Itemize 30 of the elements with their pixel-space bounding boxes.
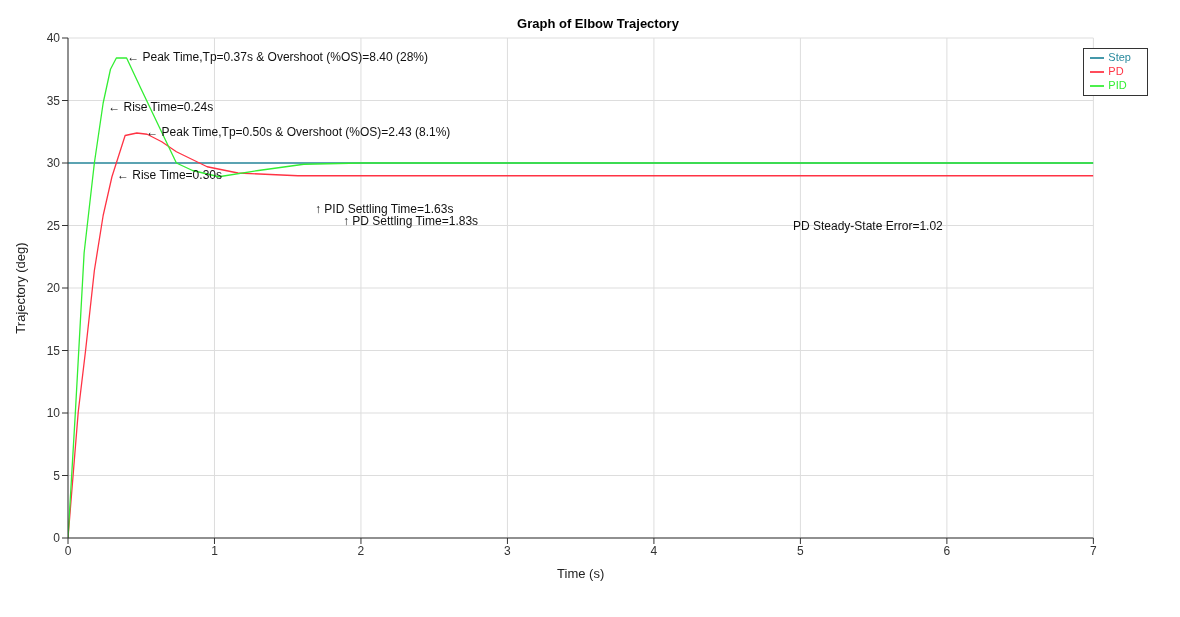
x-tick-label: 0 [64,543,72,558]
y-tick-label: 35 [46,93,61,108]
legend-label: PD [1108,65,1124,78]
annotation: ↑ PD Settling Time=1.83s [343,214,479,228]
annotation: ← Rise Time=0.30s [116,167,222,182]
y-tick-label: 5 [53,468,61,483]
y-tick-label: 0 [53,531,61,546]
x-axis-title: Time (s) [557,566,605,581]
legend-label: PID [1108,79,1127,92]
annotation: ← Rise Time=0.24s [108,100,214,115]
annotation: PD Steady-State Error=1.02 [793,219,944,233]
x-tick-label: 4 [650,543,658,558]
y-tick-label: 30 [46,156,61,171]
x-tick-label: 3 [504,543,512,558]
chart-title: Graph of Elbow Trajectory [517,16,680,31]
y-tick-label: 10 [46,406,61,421]
x-tick-label: 5 [797,543,805,558]
y-tick-label: 40 [46,31,61,46]
legend-label: Step [1108,51,1131,63]
annotation: ↑ PID Settling Time=1.63s [315,202,454,216]
x-tick-label: 7 [1090,543,1098,558]
x-tick-label: 2 [357,543,365,558]
y-tick-label: 20 [46,281,61,296]
x-tick-label: 6 [943,543,951,558]
annotation: ← Peak Time,Tp=0.37s & Overshoot (%OS)=8.40 (28%) [127,50,428,65]
y-tick-label: 15 [46,343,61,358]
y-tick-label: 25 [46,218,61,233]
y-axis-title: Trajectory (deg) [12,242,28,334]
annotation: ← Peak Time,Tp=0.50s & Overshoot (%OS)=2.43 (8.1%) [146,125,451,140]
x-tick-label: 1 [211,543,219,558]
